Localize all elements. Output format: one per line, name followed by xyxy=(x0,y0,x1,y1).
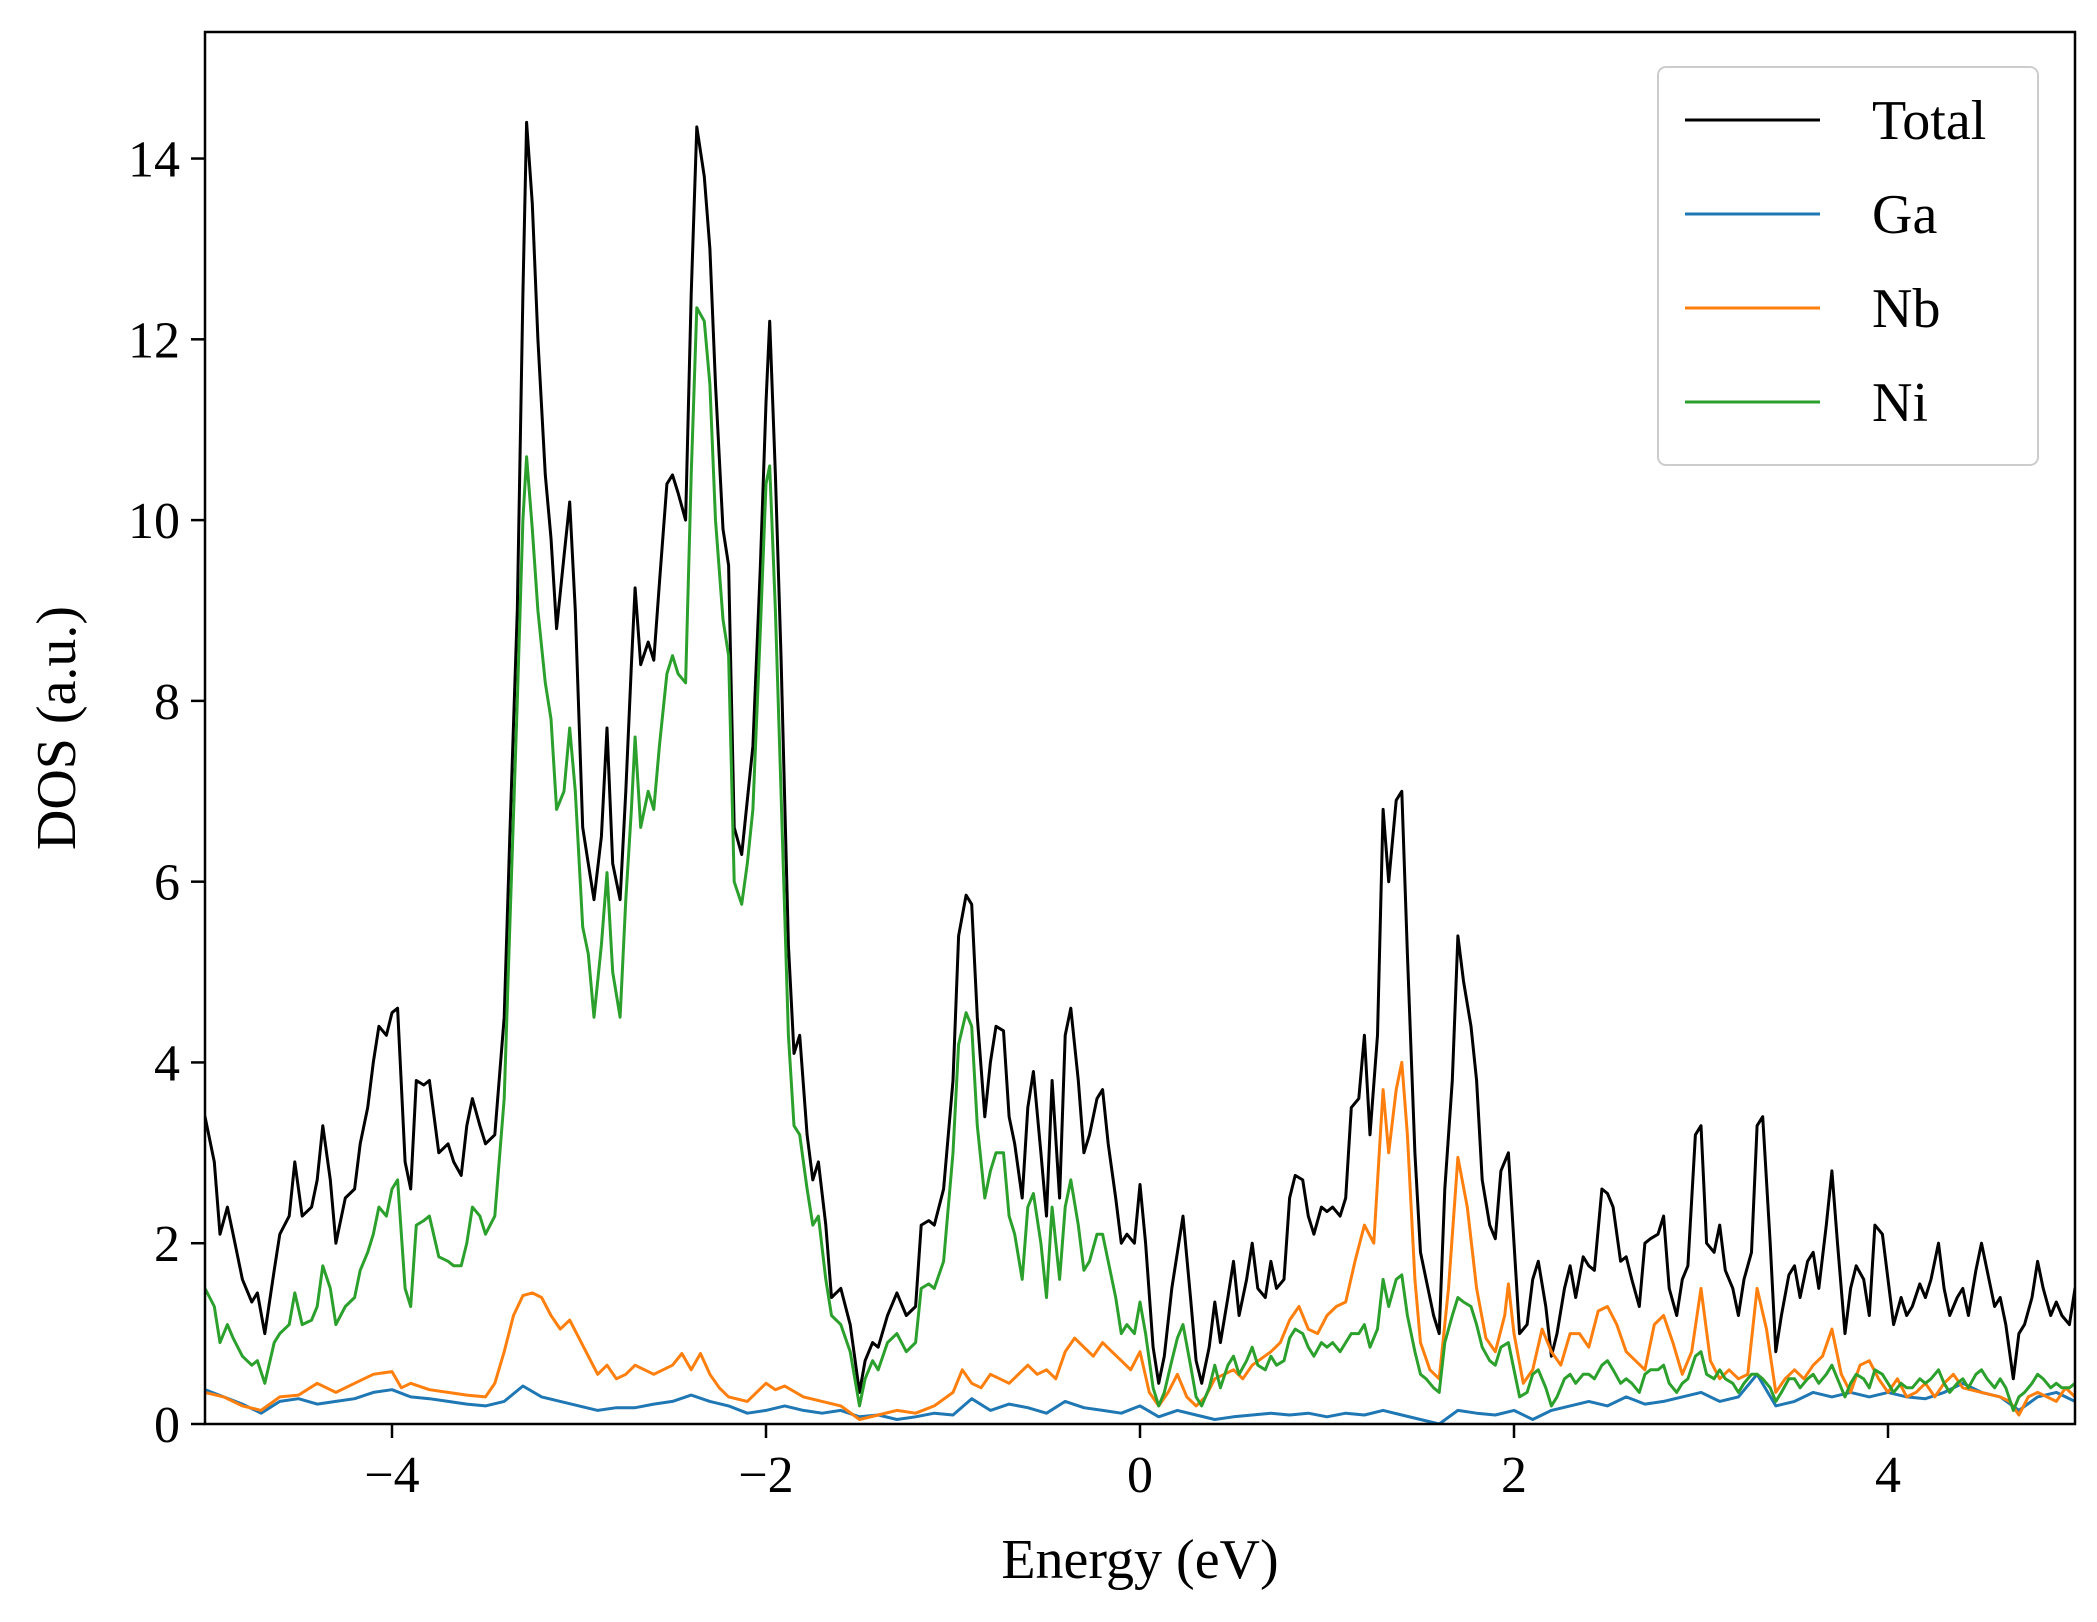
x-axis: −4 −2 0 2 4 xyxy=(364,1424,1901,1504)
series-line-ga xyxy=(205,1372,2075,1424)
x-axis-title: Energy (eV) xyxy=(1001,1529,1278,1591)
x-tick-label: −4 xyxy=(364,1447,419,1504)
x-tick-label: 2 xyxy=(1501,1447,1527,1504)
x-tick-label: −2 xyxy=(738,1447,793,1504)
series-line-nb xyxy=(205,1060,2075,1421)
y-tick-label: 14 xyxy=(128,132,180,189)
legend-box xyxy=(1657,66,2039,466)
y-axis-title: DOS (a.u.) xyxy=(26,606,88,850)
legend-label-ga: Ga xyxy=(1872,184,1937,246)
y-tick-label: 0 xyxy=(154,1397,180,1454)
series-layer xyxy=(205,120,2075,1424)
legend-label-total: Total xyxy=(1872,90,1986,152)
legend: Total Ga Nb Ni xyxy=(1657,66,2039,466)
y-tick-label: 6 xyxy=(154,855,180,912)
legend-label-nb: Nb xyxy=(1872,278,1940,340)
y-axis: 0 2 4 6 8 10 12 14 xyxy=(128,132,205,1454)
y-tick-label: 4 xyxy=(154,1035,180,1092)
y-tick-label: 2 xyxy=(154,1216,180,1273)
series-line-total xyxy=(205,120,2075,1394)
x-tick-label: 4 xyxy=(1875,1447,1901,1504)
x-tick-label: 0 xyxy=(1127,1447,1153,1504)
y-tick-label: 8 xyxy=(154,674,180,731)
y-tick-label: 10 xyxy=(128,493,180,550)
series-line-ni xyxy=(205,306,2075,1412)
y-tick-label: 12 xyxy=(128,312,180,369)
legend-label-ni: Ni xyxy=(1872,372,1928,434)
